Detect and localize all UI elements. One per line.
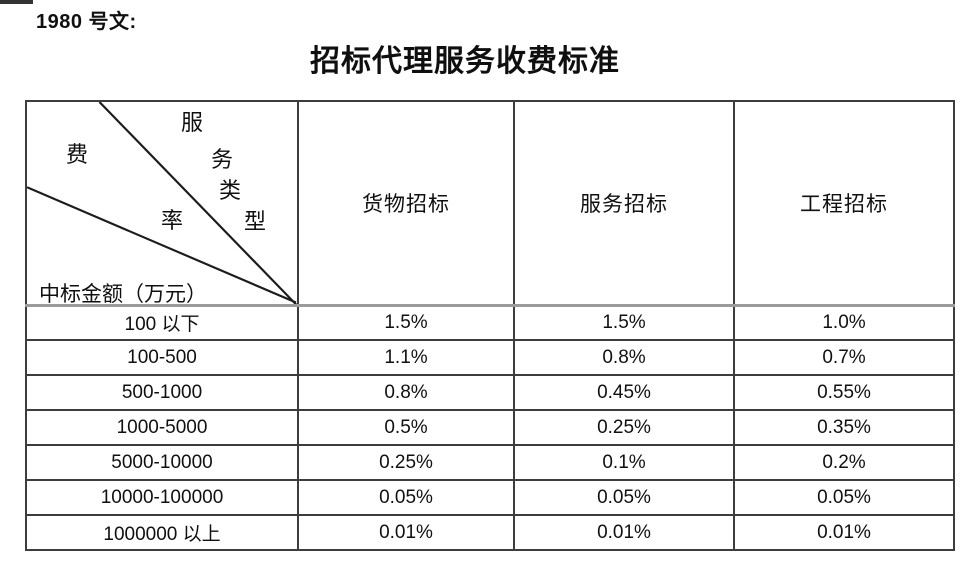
row-label: 500-1000 xyxy=(25,374,299,411)
corner-label-char: 服 xyxy=(181,110,204,135)
fee-schedule-table: 服 务 类 型 费 率 中标金额（万元） 货物招标 服务招标 工程招标 100 … xyxy=(25,100,955,551)
doc-number: 1980 号文: xyxy=(36,11,137,33)
row-label: 1000000 以上 xyxy=(25,514,299,551)
fee-value-cell: 0.05% xyxy=(297,479,515,516)
row-label: 100-500 xyxy=(25,339,299,376)
fee-value-cell: 0.01% xyxy=(297,514,515,551)
corner-label-char: 率 xyxy=(161,208,184,233)
fee-value-cell: 0.05% xyxy=(733,479,955,516)
column-header-goods: 货物招标 xyxy=(297,100,515,307)
column-header-services: 服务招标 xyxy=(513,100,735,307)
table-header-row: 服 务 类 型 费 率 中标金额（万元） 货物招标 服务招标 工程招标 xyxy=(25,100,955,307)
fee-value-cell: 0.2% xyxy=(733,444,955,481)
fee-value-cell: 0.5% xyxy=(297,409,515,446)
row-label: 1000-5000 xyxy=(25,409,299,446)
table-corner-cell: 服 务 类 型 费 率 中标金额（万元） xyxy=(25,100,299,307)
table-row: 100-500 1.1% 0.8% 0.7% xyxy=(25,339,955,376)
row-label: 100 以下 xyxy=(25,304,299,341)
corner-label-char: 型 xyxy=(244,209,267,234)
table-row: 10000-100000 0.05% 0.05% 0.05% xyxy=(25,479,955,516)
fee-value-cell: 1.5% xyxy=(513,304,735,341)
corner-bottom-label: 中标金额（万元） xyxy=(39,282,207,306)
corner-label-char: 务 xyxy=(211,147,234,172)
row-label: 10000-100000 xyxy=(25,479,299,516)
corner-label-char: 费 xyxy=(66,142,89,167)
fee-value-cell: 0.25% xyxy=(297,444,515,481)
corner-label-char: 类 xyxy=(219,178,242,203)
table-row: 1000000 以上 0.01% 0.01% 0.01% xyxy=(25,514,955,551)
diagonal-divider-lines xyxy=(27,102,297,304)
fee-value-cell: 0.1% xyxy=(513,444,735,481)
fee-value-cell: 0.8% xyxy=(297,374,515,411)
fee-value-cell: 1.5% xyxy=(297,304,515,341)
fee-value-cell: 0.05% xyxy=(513,479,735,516)
fee-value-cell: 0.8% xyxy=(513,339,735,376)
table-row: 5000-10000 0.25% 0.1% 0.2% xyxy=(25,444,955,481)
row-label: 5000-10000 xyxy=(25,444,299,481)
page-corner-mark xyxy=(0,0,33,4)
fee-value-cell: 1.1% xyxy=(297,339,515,376)
page-title: 招标代理服务收费标准 xyxy=(310,45,620,78)
fee-value-cell: 1.0% xyxy=(733,304,955,341)
table-row: 500-1000 0.8% 0.45% 0.55% xyxy=(25,374,955,411)
fee-value-cell: 0.7% xyxy=(733,339,955,376)
fee-value-cell: 0.01% xyxy=(733,514,955,551)
fee-value-cell: 0.35% xyxy=(733,409,955,446)
table-row: 1000-5000 0.5% 0.25% 0.35% xyxy=(25,409,955,446)
fee-value-cell: 0.01% xyxy=(513,514,735,551)
fee-value-cell: 0.55% xyxy=(733,374,955,411)
column-header-engineering: 工程招标 xyxy=(733,100,955,307)
fee-value-cell: 0.25% xyxy=(513,409,735,446)
fee-value-cell: 0.45% xyxy=(513,374,735,411)
table-row: 100 以下 1.5% 1.5% 1.0% xyxy=(25,304,955,341)
